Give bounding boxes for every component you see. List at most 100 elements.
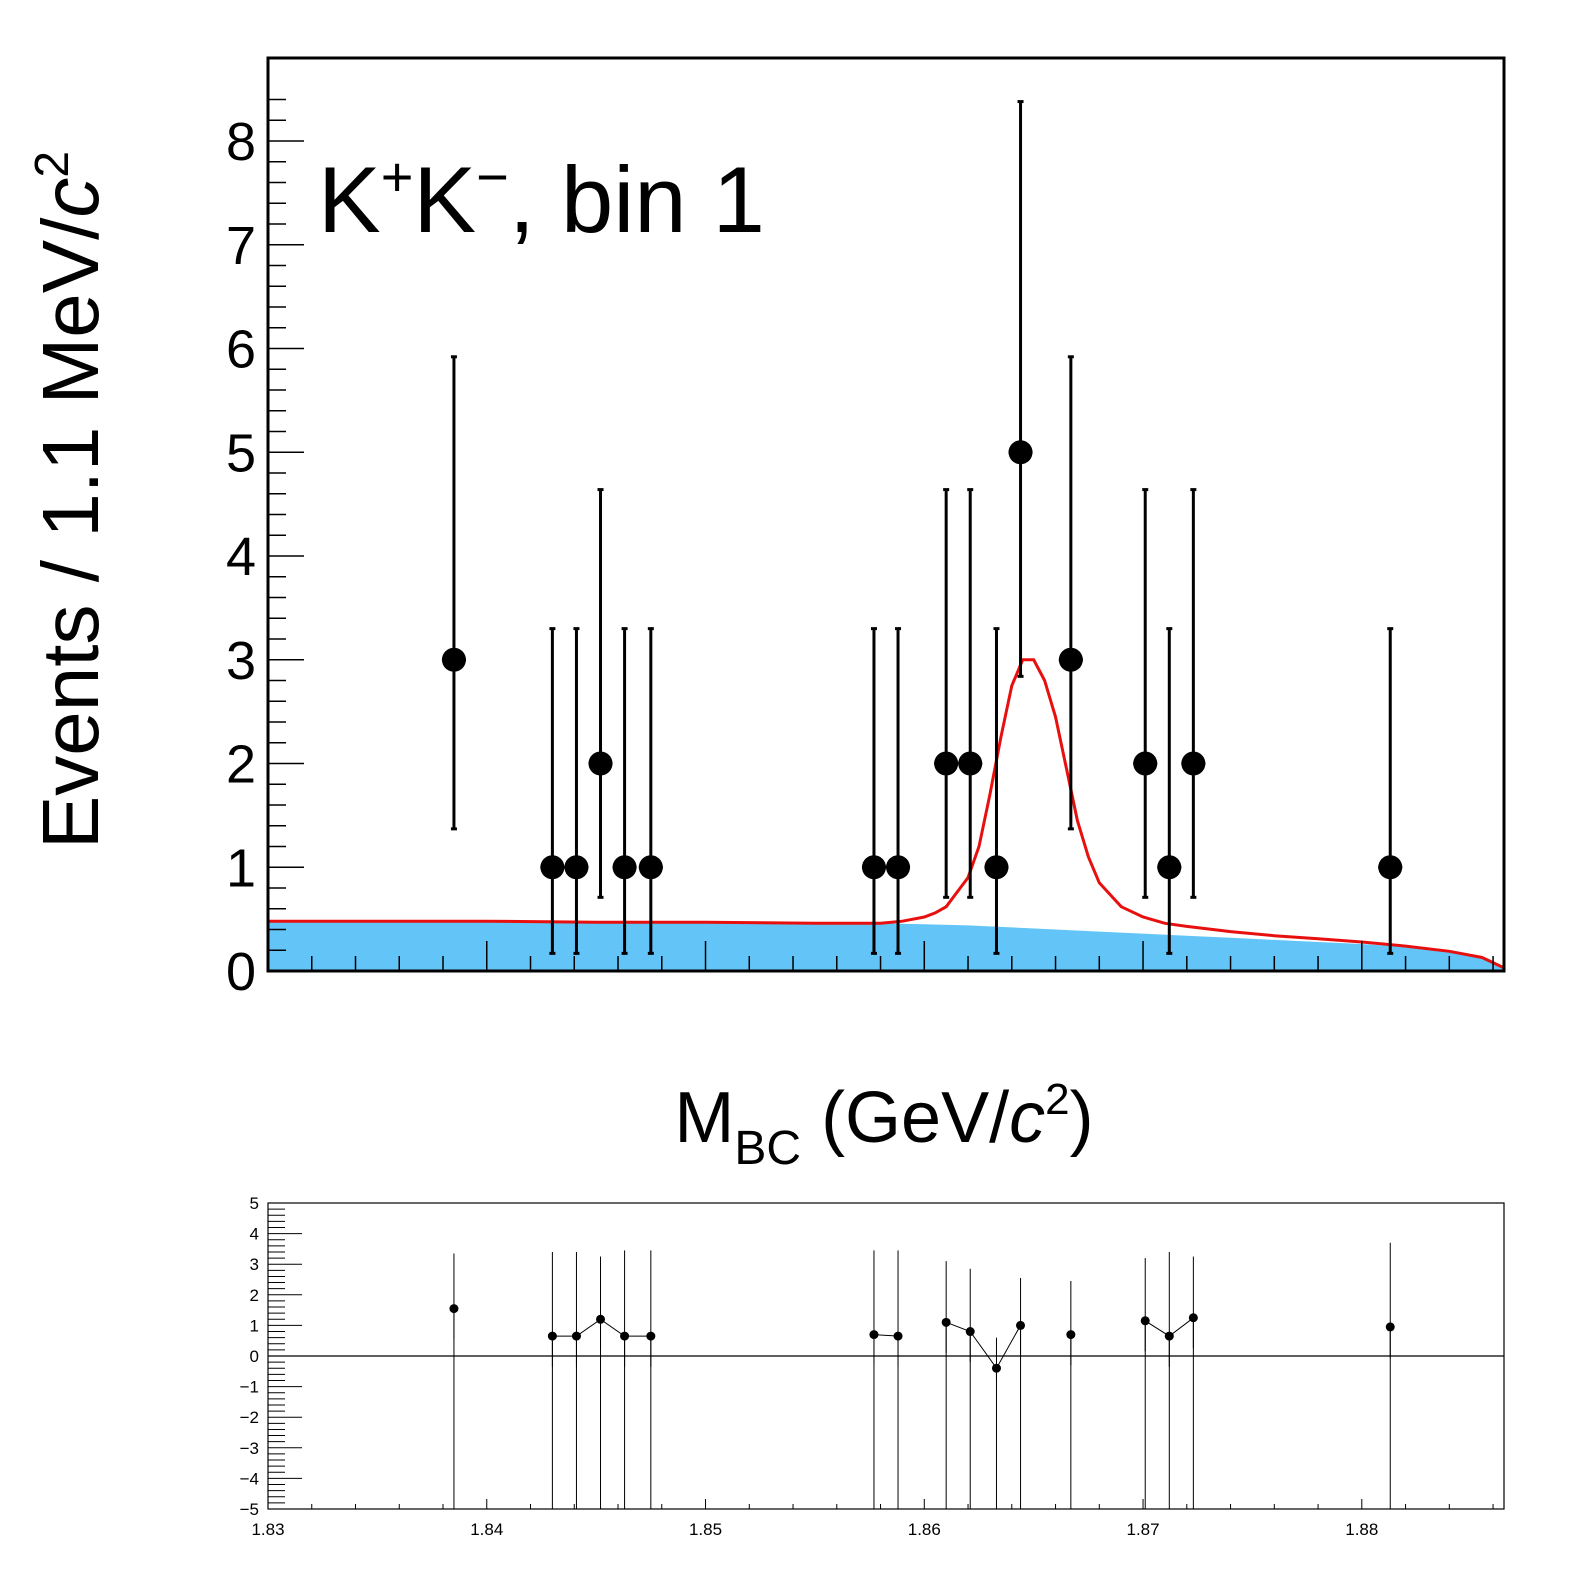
pull-point xyxy=(941,1261,951,1509)
data-point xyxy=(1378,627,1403,955)
data-marker xyxy=(958,751,983,776)
pull-marker xyxy=(596,1314,606,1324)
y-tick-label: 5 xyxy=(226,423,256,483)
pull-axes: −5 −4 −3 −2 −1 0 1 2 3 4 5 1.83 1.84 1.85 1.86 1.87 1.88 xyxy=(240,1194,1494,1539)
pull-y-tick-label: −5 xyxy=(240,1500,259,1519)
y-tick-label: 6 xyxy=(226,320,256,380)
pull-point xyxy=(869,1250,879,1509)
total-fit-curve xyxy=(268,658,1505,970)
pull-y-tick-label: −2 xyxy=(240,1408,259,1427)
data-marker xyxy=(1181,751,1206,776)
data-marker xyxy=(1058,647,1083,672)
pull-y-tick-label: 3 xyxy=(250,1255,259,1274)
data-marker xyxy=(1378,855,1403,880)
pull-marker xyxy=(620,1331,630,1341)
pull-marker xyxy=(1385,1322,1395,1332)
data-marker xyxy=(441,647,466,672)
data-point xyxy=(1008,100,1033,678)
data-point xyxy=(588,488,613,899)
pull-point xyxy=(965,1268,975,1509)
pull-data-points xyxy=(449,1242,1395,1509)
main-frame xyxy=(266,56,1506,973)
pull-x-tick-label: 1.87 xyxy=(1126,1520,1159,1539)
data-marker xyxy=(564,855,589,880)
pull-y-tick-label: 0 xyxy=(250,1347,259,1366)
data-point xyxy=(1181,488,1206,899)
data-marker xyxy=(638,855,663,880)
pull-marker xyxy=(941,1317,951,1327)
pull-point xyxy=(1188,1256,1198,1509)
data-marker xyxy=(886,855,911,880)
pull-point xyxy=(571,1251,581,1509)
pull-point xyxy=(449,1253,459,1509)
pull-marker xyxy=(571,1331,581,1341)
pull-y-tick-label: 1 xyxy=(250,1316,259,1335)
pull-point xyxy=(547,1251,557,1509)
data-point xyxy=(934,488,959,899)
pull-point xyxy=(646,1250,656,1509)
data-point xyxy=(540,627,565,955)
chart-title: K+K−, bin 1 xyxy=(318,145,765,252)
pull-y-tick-label: −4 xyxy=(240,1469,259,1488)
y-tick-label: 3 xyxy=(226,631,256,691)
data-marker xyxy=(612,855,637,880)
pull-point xyxy=(596,1256,606,1509)
pull-marker xyxy=(646,1331,656,1341)
data-marker xyxy=(540,855,565,880)
data-marker xyxy=(1157,855,1182,880)
data-point xyxy=(1157,627,1182,955)
pull-point xyxy=(991,1337,1001,1509)
pull-x-tick-label: 1.84 xyxy=(470,1520,503,1539)
pull-connecting-line xyxy=(946,1321,1021,1370)
y-tick-label: 7 xyxy=(226,216,256,276)
pull-marker xyxy=(1164,1331,1174,1341)
pull-point xyxy=(1066,1281,1076,1509)
data-point xyxy=(984,627,1009,955)
pull-marker xyxy=(893,1331,903,1341)
pull-point xyxy=(1140,1258,1150,1509)
pull-y-tick-label: −1 xyxy=(240,1378,259,1397)
y-axis-label: Events / 1.1 MeV/c2 xyxy=(26,151,115,849)
data-marker xyxy=(588,751,613,776)
pull-point xyxy=(620,1250,630,1509)
pull-marker xyxy=(449,1304,459,1314)
y-tick-label: 1 xyxy=(226,838,256,898)
data-point xyxy=(1058,355,1083,831)
y-tick-label: 2 xyxy=(226,735,256,795)
main-data-points xyxy=(441,100,1403,955)
data-marker xyxy=(984,855,1009,880)
pull-y-tick-label: 5 xyxy=(250,1194,259,1213)
data-point xyxy=(612,627,637,955)
pull-x-tick-label: 1.86 xyxy=(908,1520,941,1539)
y-tick-label: 4 xyxy=(226,527,256,587)
pull-marker xyxy=(869,1330,879,1340)
pull-x-tick-label: 1.83 xyxy=(251,1520,284,1539)
data-marker xyxy=(934,751,959,776)
pull-marker xyxy=(547,1331,557,1341)
data-point xyxy=(861,627,886,955)
data-marker xyxy=(1133,751,1158,776)
pull-marker xyxy=(991,1363,1001,1373)
data-point xyxy=(958,488,983,899)
data-point xyxy=(1133,488,1158,899)
main-axes: 0 1 2 3 4 5 6 7 8 xyxy=(226,98,1494,1002)
pull-y-tick-label: 2 xyxy=(250,1286,259,1305)
pull-x-tick-label: 1.85 xyxy=(689,1520,722,1539)
pull-y-tick-label: −3 xyxy=(240,1439,259,1458)
data-point xyxy=(638,627,663,955)
pull-marker xyxy=(1016,1320,1026,1330)
data-marker xyxy=(1008,440,1033,465)
data-marker xyxy=(861,855,886,880)
pull-x-tick-label: 1.88 xyxy=(1345,1520,1378,1539)
data-point xyxy=(441,355,466,831)
y-tick-label: 8 xyxy=(226,112,256,172)
pull-panel: −5 −4 −3 −2 −1 0 1 2 3 4 5 1.83 1.84 1.85 1.86 1.87 1.88 xyxy=(240,1194,1505,1539)
pull-marker xyxy=(965,1327,975,1337)
main-panel: 0 1 2 3 4 5 6 7 8 K+K−, bin 1 Events / 1.1 MeV/c… xyxy=(26,56,1506,1175)
data-point xyxy=(886,627,911,955)
pull-point xyxy=(1164,1251,1174,1509)
pull-point xyxy=(1016,1277,1026,1509)
x-axis-label: MBC (GeV/c2) xyxy=(674,1075,1093,1175)
y-tick-label: 0 xyxy=(226,942,256,1002)
